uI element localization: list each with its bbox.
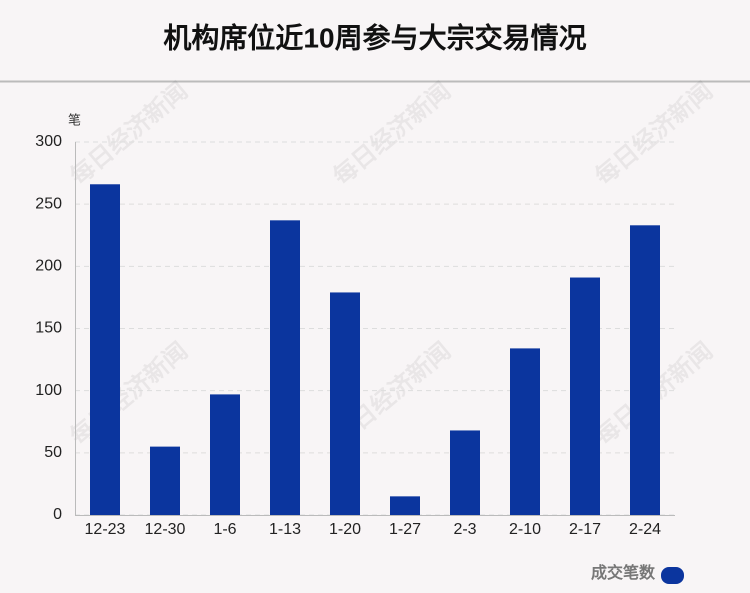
y-tick-label: 300 <box>35 133 62 150</box>
y-tick-label: 150 <box>35 320 62 337</box>
x-tick-label: 1-6 <box>213 521 236 538</box>
y-tick-label: 200 <box>35 258 62 275</box>
bar <box>90 184 120 516</box>
bar <box>450 430 480 515</box>
legend-label: 成交笔数 <box>591 563 656 582</box>
bar <box>630 225 660 515</box>
x-tick-label: 1-20 <box>329 521 361 538</box>
bar <box>270 220 300 515</box>
x-tick-label: 1-27 <box>389 521 421 538</box>
x-tick-label: 2-24 <box>629 521 661 538</box>
x-tick-label: 2-10 <box>509 521 541 538</box>
x-tick-label: 1-13 <box>269 521 301 538</box>
bar <box>210 394 240 515</box>
chart-title: 机构席位近10周参与大宗交易情况 <box>163 21 586 53</box>
x-tick-label: 12-30 <box>145 521 186 538</box>
y-tick-label: 100 <box>35 382 62 399</box>
y-tick-label: 50 <box>44 444 62 461</box>
bar <box>330 292 360 515</box>
bar <box>390 496 420 515</box>
bar <box>570 277 600 515</box>
y-tick-label: 0 <box>53 506 62 523</box>
bar <box>510 348 540 515</box>
legend-swatch <box>661 567 684 584</box>
x-tick-label: 2-3 <box>453 521 476 538</box>
y-axis-unit: 笔 <box>68 112 81 127</box>
bar <box>150 446 180 515</box>
x-tick-label: 2-17 <box>569 521 601 538</box>
y-tick-label: 250 <box>35 195 62 212</box>
x-tick-label: 12-23 <box>85 521 126 538</box>
